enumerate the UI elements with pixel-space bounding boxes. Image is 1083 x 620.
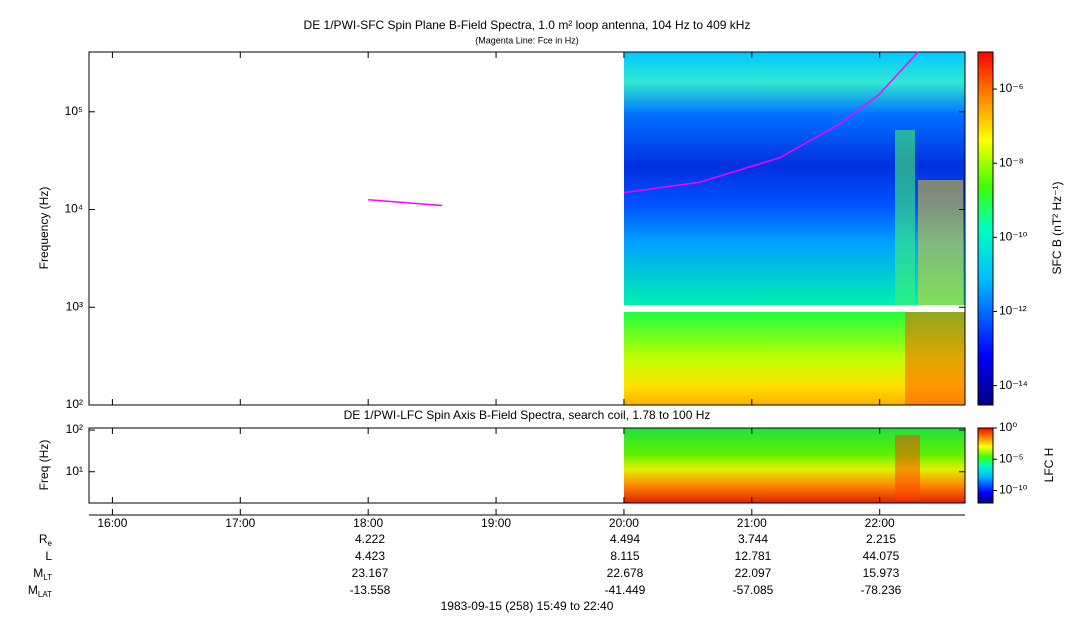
ephemeris-value: 15.973 <box>863 566 900 580</box>
ephemeris-label-sub: LT <box>43 573 52 582</box>
ephemeris-value: -41.449 <box>605 583 646 597</box>
colorbar-frame <box>977 427 994 504</box>
x-tick-label: 20:00 <box>609 516 639 530</box>
ephemeris-value: 8.115 <box>610 549 639 563</box>
ephemeris-label: MLAT <box>28 583 52 599</box>
ephemeris-value: 22.678 <box>607 566 644 580</box>
y-tick-label: 10⁴ <box>64 202 83 216</box>
colorbar-tick-label: 10⁻¹⁰ <box>999 483 1028 497</box>
colorbar-tick-label: 10⁻⁵ <box>999 451 1024 465</box>
ephemeris-value: 4.494 <box>610 532 640 546</box>
plot-frame <box>88 51 966 406</box>
ephemeris-value: 2.215 <box>866 532 896 546</box>
ephemeris-label-main: R <box>39 532 48 546</box>
colorbar-label: LFC H <box>1042 448 1056 483</box>
y-tick-label: 10³ <box>66 299 83 313</box>
colorbar-tick-label: 10⁻¹⁴ <box>999 378 1028 392</box>
chart-subtitle: (Magenta Line: Fce in Hz) <box>475 35 579 45</box>
y-tick-label: 10² <box>66 397 83 411</box>
x-tick-label: 19:00 <box>481 516 511 530</box>
ephemeris-value: -57.085 <box>733 583 774 597</box>
spectrogram-image <box>624 52 993 503</box>
y-tick-label: 10² <box>66 422 83 436</box>
x-tick-label: 16:00 <box>97 516 127 530</box>
ephemeris-value: 23.167 <box>352 566 389 580</box>
ephemeris-label-main: M <box>28 583 38 597</box>
ephemeris-value: 4.222 <box>355 532 385 546</box>
ephemeris-value: 3.744 <box>738 532 768 546</box>
ephemeris-value: 12.781 <box>735 549 772 563</box>
y-axis-label: Freq (Hz) <box>37 440 51 491</box>
ephemeris-value: 22.097 <box>735 566 772 580</box>
colorbar-tick-label: 10⁰ <box>999 420 1017 434</box>
colorbar-frame <box>977 51 994 406</box>
y-axis-label: Frequency (Hz) <box>37 187 51 270</box>
chart-title: DE 1/PWI-LFC Spin Axis B-Field Spectra, … <box>344 408 711 422</box>
colorbar-label: SFC B (nT² Hz⁻¹) <box>1050 182 1064 275</box>
ephemeris-value: 4.423 <box>355 549 385 563</box>
ephemeris-label: Re <box>39 532 53 548</box>
x-tick-label: 21:00 <box>737 516 767 530</box>
footer: 1983-09-15 (258) 15:49 to 22:40 <box>441 599 614 613</box>
ephemeris-label-sub: LAT <box>38 590 52 599</box>
plot-frame <box>88 427 966 504</box>
ephemeris-value: -78.236 <box>861 583 902 597</box>
y-tick-label: 10¹ <box>66 464 83 478</box>
ephemeris-label-main: L <box>45 549 52 563</box>
x-tick-label: 22:00 <box>865 516 895 530</box>
ephemeris-label-sub: e <box>48 539 53 548</box>
fce-line <box>368 51 919 207</box>
ephemeris-label-main: M <box>33 566 43 580</box>
ephemeris-value: -13.558 <box>350 583 391 597</box>
y-tick-label: 10⁵ <box>65 104 83 118</box>
colorbar-tick-label: 10⁻⁶ <box>999 81 1024 95</box>
ephemeris-label: MLT <box>33 566 52 582</box>
x-tick-label: 17:00 <box>225 516 255 530</box>
colorbar-tick-label: 10⁻⁸ <box>999 155 1024 169</box>
ephemeris-label: L <box>45 549 52 563</box>
chart-title: DE 1/PWI-SFC Spin Plane B-Field Spectra,… <box>304 18 751 32</box>
colorbar-tick-label: 10⁻¹² <box>999 304 1027 318</box>
x-tick-label: 18:00 <box>353 516 383 530</box>
colorbar-tick-label: 10⁻¹⁰ <box>999 230 1028 244</box>
ephemeris-value: 44.075 <box>863 549 900 563</box>
